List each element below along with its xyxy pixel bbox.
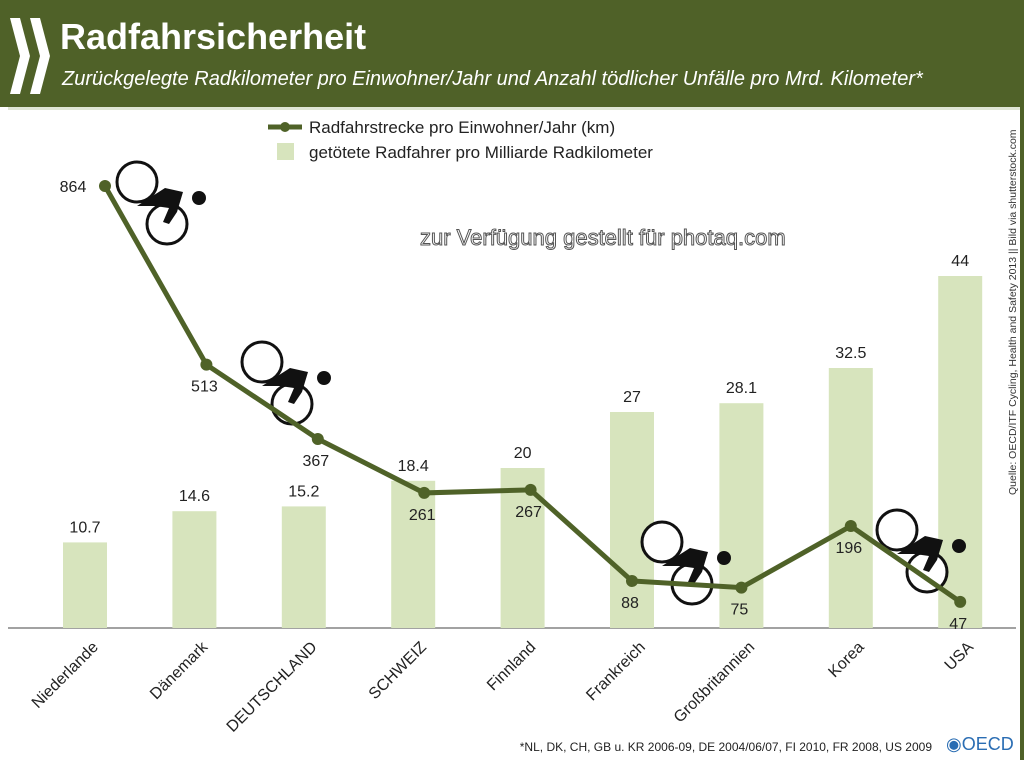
- x-tick-label: Großbritannien: [671, 639, 758, 726]
- legend-bar-marker: [277, 143, 294, 160]
- line-data-label: 513: [191, 379, 218, 396]
- bar-data-label: 27: [623, 389, 641, 406]
- frame-border: [1020, 107, 1024, 760]
- line-point: [735, 581, 748, 594]
- line-data-label: 196: [835, 540, 862, 557]
- line-data-label: 261: [409, 507, 436, 524]
- line-point: [200, 358, 213, 371]
- bar-data-label: 32.5: [835, 345, 866, 362]
- footnote: *NL, DK, CH, GB u. KR 2006-09, DE 2004/0…: [519, 740, 932, 754]
- bar: [172, 511, 217, 628]
- rider-head: [717, 551, 731, 565]
- x-tick-label: Finnland: [484, 639, 539, 694]
- line-data-label: 367: [302, 453, 329, 470]
- line-data-label: 88: [621, 595, 639, 612]
- legend-line-dot: [280, 122, 290, 132]
- rider-body: [897, 536, 943, 572]
- bar-data-label: 20: [514, 445, 532, 462]
- bar: [610, 412, 654, 628]
- line-point: [626, 574, 638, 587]
- rider-body: [662, 548, 708, 584]
- wheel: [240, 340, 284, 384]
- x-tick-label: SCHWEIZ: [366, 639, 430, 703]
- chart-title: Radfahrsicherheit: [60, 16, 367, 57]
- watermark: zur Verfügung gestellt für photaq.com: [420, 225, 787, 251]
- wheel: [115, 160, 159, 204]
- globe-icon: ◉: [946, 734, 962, 754]
- line-point: [954, 595, 967, 608]
- line-data-label: 267: [515, 504, 542, 521]
- cyclist-icon: [640, 520, 731, 606]
- rider-body: [262, 368, 308, 404]
- wheel: [270, 382, 314, 426]
- line-point: [418, 486, 431, 499]
- bar-data-label: 18.4: [398, 458, 429, 475]
- chart-subtitle: Zurückgelegte Radkilometer pro Einwohner…: [62, 68, 923, 90]
- header: Radfahrsicherheit Zurückgelegte Radkilom…: [0, 0, 1024, 107]
- line-point: [311, 432, 324, 445]
- line-point: [844, 520, 857, 533]
- wheel: [145, 202, 189, 246]
- line-data-label: 47: [949, 616, 967, 633]
- x-tick-label: DEUTSCHLAND: [224, 639, 321, 736]
- line-data-label: 864: [60, 179, 87, 196]
- line-data-label: 75: [731, 602, 749, 619]
- wheel: [875, 508, 919, 552]
- legend-label-line: Radfahrstrecke pro Einwohner/Jahr (km): [309, 118, 615, 137]
- bar-data-label: 10.7: [69, 519, 100, 536]
- bar: [828, 368, 873, 628]
- x-tick-label: Korea: [825, 639, 867, 681]
- bar-data-label: 14.6: [179, 488, 210, 505]
- oecd-logo: ◉OECD: [946, 734, 1014, 754]
- rider-body: [137, 188, 183, 224]
- bar-data-label: 28.1: [726, 380, 757, 397]
- bar: [719, 403, 764, 628]
- divider: [8, 107, 1024, 110]
- oecd-chevron-icon: [10, 18, 50, 94]
- bar-data-label: 15.2: [288, 483, 319, 500]
- rider-head: [952, 539, 966, 553]
- line-point: [524, 483, 537, 496]
- x-tick-label: Niederlande: [29, 639, 102, 712]
- rider-head: [192, 191, 206, 205]
- cyclist-icon: [115, 160, 206, 246]
- bar-data-label: 44: [951, 253, 969, 270]
- cyclist-icon: [875, 508, 966, 594]
- line-point: [99, 180, 111, 192]
- bar: [63, 542, 107, 628]
- x-tick-label: Frankreich: [583, 639, 648, 704]
- wheel: [640, 520, 684, 564]
- legend-label-bar: getötete Radfahrer pro Milliarde Radkilo…: [309, 143, 653, 162]
- x-tick-label: Dänemark: [147, 638, 212, 703]
- bar: [281, 506, 326, 628]
- source-note: Quelle: OECD/ITF Cycling, Health and Saf…: [1007, 129, 1019, 495]
- legend: Radfahrstrecke pro Einwohner/Jahr (km) g…: [268, 118, 653, 162]
- cyclist-icon: [240, 340, 331, 426]
- x-tick-label: USA: [942, 639, 978, 675]
- bar: [391, 480, 436, 628]
- rider-head: [317, 371, 331, 385]
